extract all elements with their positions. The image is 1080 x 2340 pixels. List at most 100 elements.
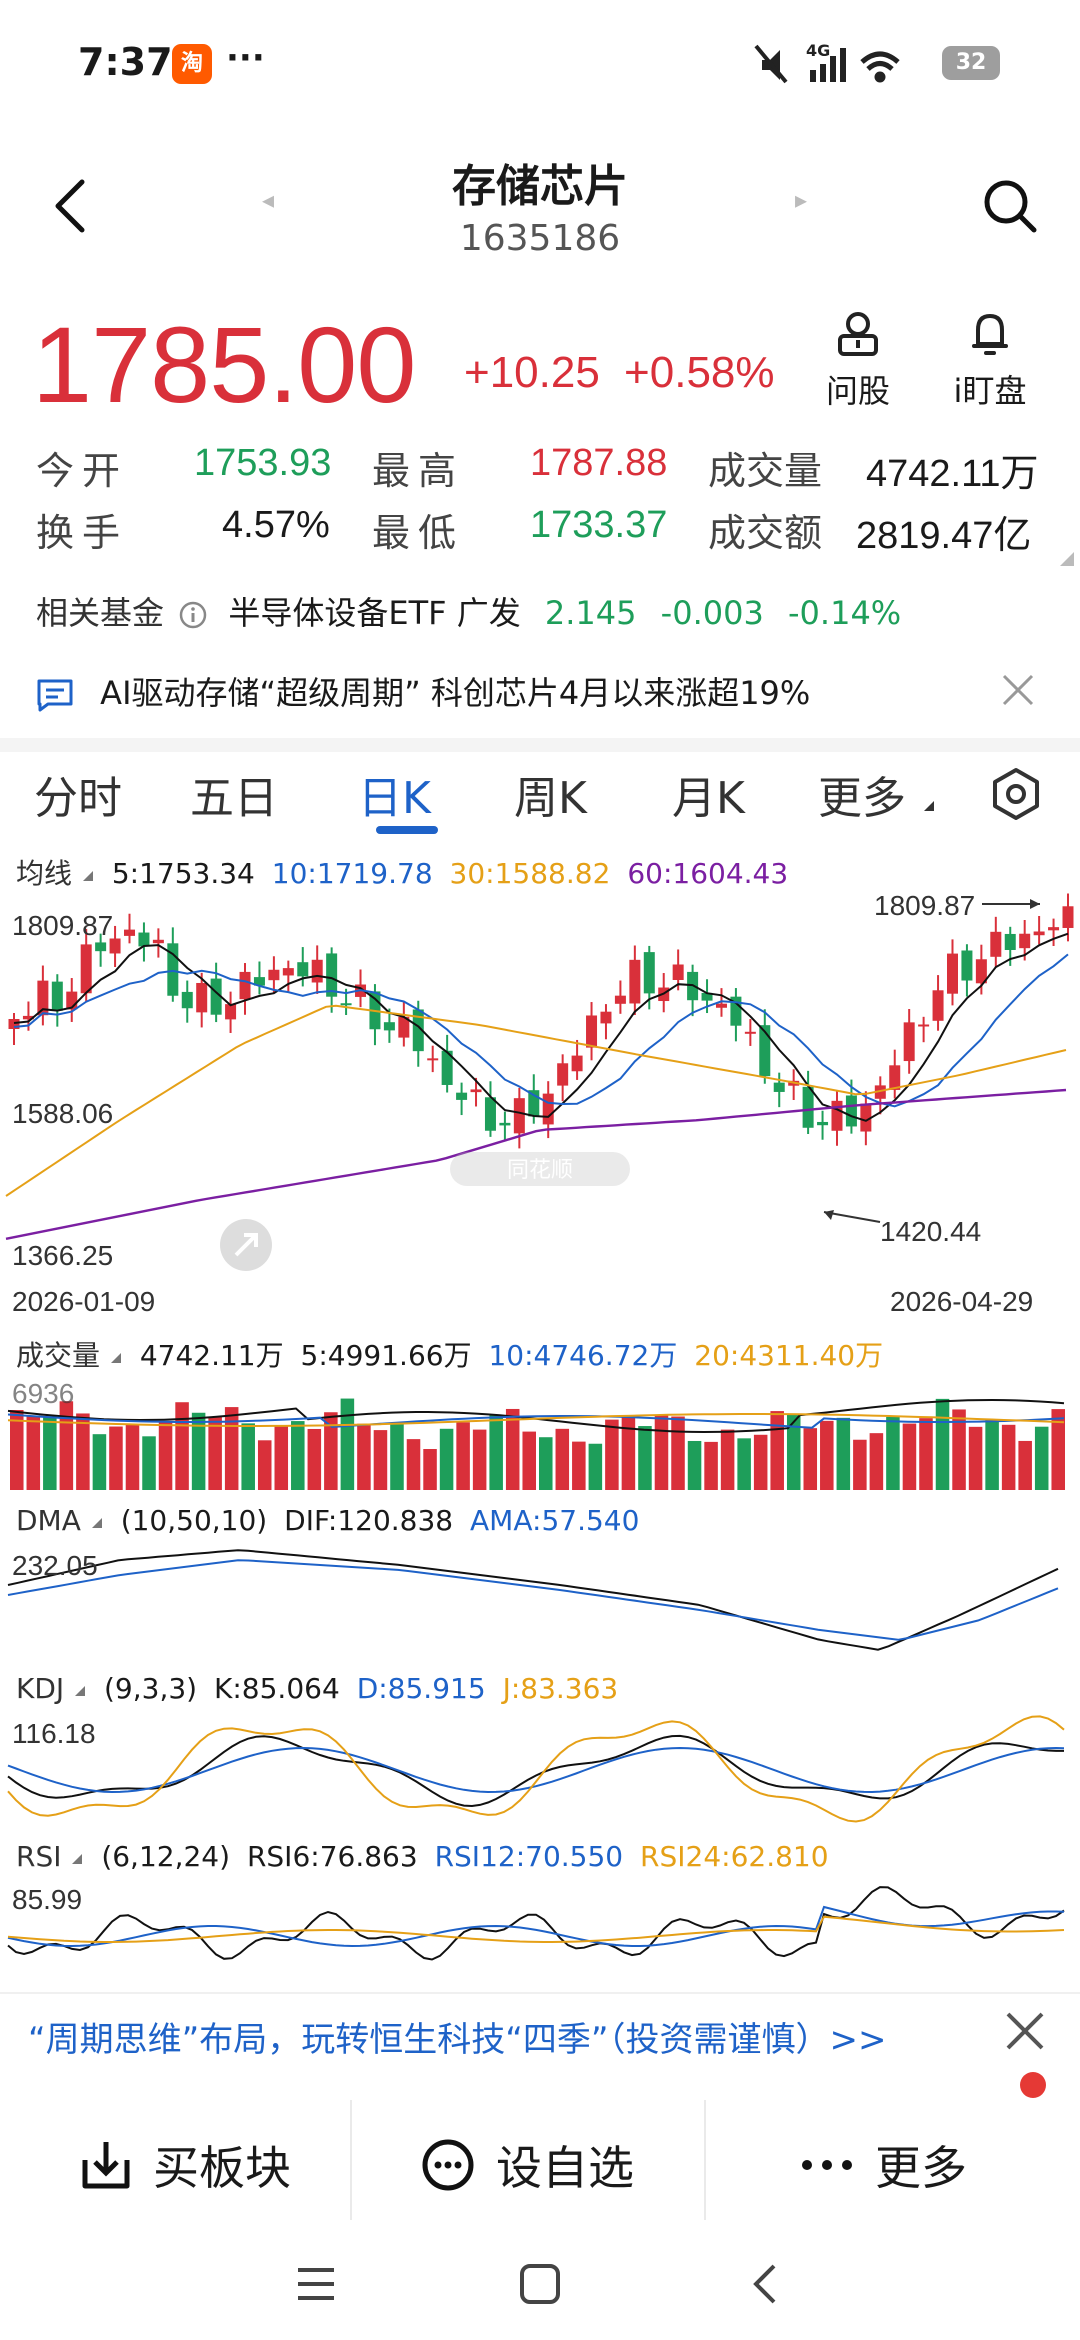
candle <box>412 1009 424 1052</box>
tab-more[interactable]: 更多 <box>818 762 936 826</box>
prev-stock-icon[interactable]: ◂ <box>262 186 275 214</box>
back-icon[interactable] <box>46 176 96 236</box>
kline-ma-lines <box>5 932 1069 1240</box>
open-label: 今开 <box>36 449 129 493</box>
kline-y-bottom: 1366.25 <box>12 1240 114 1271</box>
related-fund-row[interactable]: 相关基金 半导体设备ETF 广发 2.145 -0.003 -0.14% <box>36 588 1046 634</box>
buy-sector-button[interactable]: 买板块 <box>20 2110 350 2220</box>
news-text: AI驱动存储“超级周期” 科创芯片4月以来涨超19% <box>100 674 811 712</box>
candle <box>513 1098 525 1134</box>
kline-chart[interactable]: 同花顺 <box>0 890 1080 1320</box>
tab-monthly-k[interactable]: 月K <box>672 773 745 824</box>
volume-ma-lines <box>7 1398 1065 1434</box>
ask-stock-label: 问股 <box>825 372 890 410</box>
candle <box>210 978 222 1015</box>
candle <box>499 1122 511 1126</box>
watermark: 同花顺 <box>450 1152 630 1186</box>
caret-icon[interactable] <box>73 1684 87 1698</box>
volume-bar <box>505 1408 520 1490</box>
recent-apps-icon[interactable] <box>298 2268 334 2300</box>
volume-bar <box>1018 1440 1032 1490</box>
candle <box>961 950 973 981</box>
volume-bar <box>291 1421 305 1490</box>
candle <box>773 1082 785 1092</box>
volume-bar <box>274 1426 289 1490</box>
rsi-chart[interactable] <box>0 1876 1080 1996</box>
volume-bar <box>671 1416 685 1490</box>
volume-bar <box>572 1441 586 1490</box>
volume-bar <box>935 1398 950 1490</box>
volume-title: 成交量 <box>16 1339 101 1372</box>
candle <box>80 944 92 994</box>
ma30-line <box>5 1004 1067 1197</box>
caret-icon <box>924 801 934 811</box>
tab-daily-k[interactable]: 日K <box>358 773 431 824</box>
candle <box>167 943 179 996</box>
caret-icon[interactable] <box>81 869 95 883</box>
news-close-icon[interactable] <box>1000 672 1036 708</box>
home-icon[interactable] <box>520 2264 560 2304</box>
expand-corner-icon[interactable] <box>1056 548 1076 568</box>
candle <box>715 1003 727 1008</box>
wifi-icon <box>860 51 900 83</box>
volume-bar <box>555 1428 570 1490</box>
candle <box>51 981 63 1011</box>
volume-bar <box>125 1424 140 1490</box>
caret-icon[interactable] <box>70 1852 84 1866</box>
caret-icon[interactable] <box>90 1516 104 1530</box>
volume-chart[interactable] <box>0 1370 1080 1490</box>
amount-label: 成交额 <box>708 511 823 555</box>
dma-chart[interactable] <box>0 1540 1080 1670</box>
candle <box>340 1003 352 1006</box>
ask-stock-button[interactable]: 问股 <box>818 310 898 412</box>
promo-banner[interactable]: “周期思维”布局，玩转恒生科技“四季”（投资需谨慎）>> <box>28 2020 887 2060</box>
notification-dot <box>1020 2072 1046 2098</box>
candle <box>946 953 958 994</box>
tab-intraday[interactable]: 分时 <box>34 773 122 824</box>
volume-bar <box>836 1417 851 1490</box>
volume-bar <box>968 1426 983 1490</box>
caret-icon[interactable] <box>109 1351 123 1365</box>
kdj-lines <box>7 1715 1065 1823</box>
news-banner[interactable]: AI驱动存储“超级周期” 科创芯片4月以来涨超19% <box>36 668 1076 714</box>
high-value: 1787.88 <box>530 442 668 484</box>
add-watchlist-button[interactable]: 设自选 <box>352 2110 702 2220</box>
tab-weekly-k[interactable]: 周K <box>514 773 587 824</box>
chart-settings-icon[interactable] <box>988 766 1044 822</box>
download-tray-icon <box>82 2142 130 2189</box>
nav-back-icon[interactable] <box>753 2264 776 2304</box>
volume-bar <box>853 1439 867 1490</box>
kdj-params: (9,3,3) <box>104 1672 198 1705</box>
volume-bar <box>803 1428 818 1490</box>
dma-ama: AMA:57.540 <box>470 1504 640 1537</box>
fullscreen-icon[interactable] <box>220 1219 272 1271</box>
watch-label: i盯盘 <box>953 372 1027 410</box>
kdj-chart[interactable] <box>0 1710 1080 1840</box>
candle <box>66 991 78 1010</box>
dma-title: DMA <box>16 1504 81 1537</box>
watch-button[interactable]: i盯盘 <box>940 310 1040 412</box>
search-icon[interactable] <box>980 176 1040 236</box>
volume-value: 4742.11万 <box>866 453 1039 495</box>
more-button[interactable]: 更多 <box>706 2110 1060 2220</box>
volume-value: 4742.11万 <box>139 1339 284 1372</box>
ma10-value: 10:1719.78 <box>271 857 433 890</box>
kline-date-end: 2026-04-29 <box>890 1286 1034 1317</box>
next-stock-icon[interactable]: ▸ <box>795 186 808 214</box>
watermark-text: 同花顺 <box>507 1158 573 1183</box>
candle <box>456 1092 468 1100</box>
tab-five-day[interactable]: 五日 <box>190 773 278 824</box>
candle <box>701 992 713 1001</box>
candle <box>528 1090 540 1117</box>
candle <box>124 929 136 936</box>
promo-close-icon[interactable] <box>1000 2006 1050 2056</box>
candle <box>1048 927 1060 931</box>
dma-y-top: 232.05 <box>12 1550 98 1581</box>
dma-dif: DIF:120.838 <box>284 1504 454 1537</box>
info-icon[interactable] <box>178 600 208 630</box>
candle <box>889 1065 901 1090</box>
volume-bar <box>142 1436 156 1490</box>
rsi6-line <box>7 1886 1065 1961</box>
candle <box>860 1103 872 1132</box>
candle <box>427 1058 439 1061</box>
